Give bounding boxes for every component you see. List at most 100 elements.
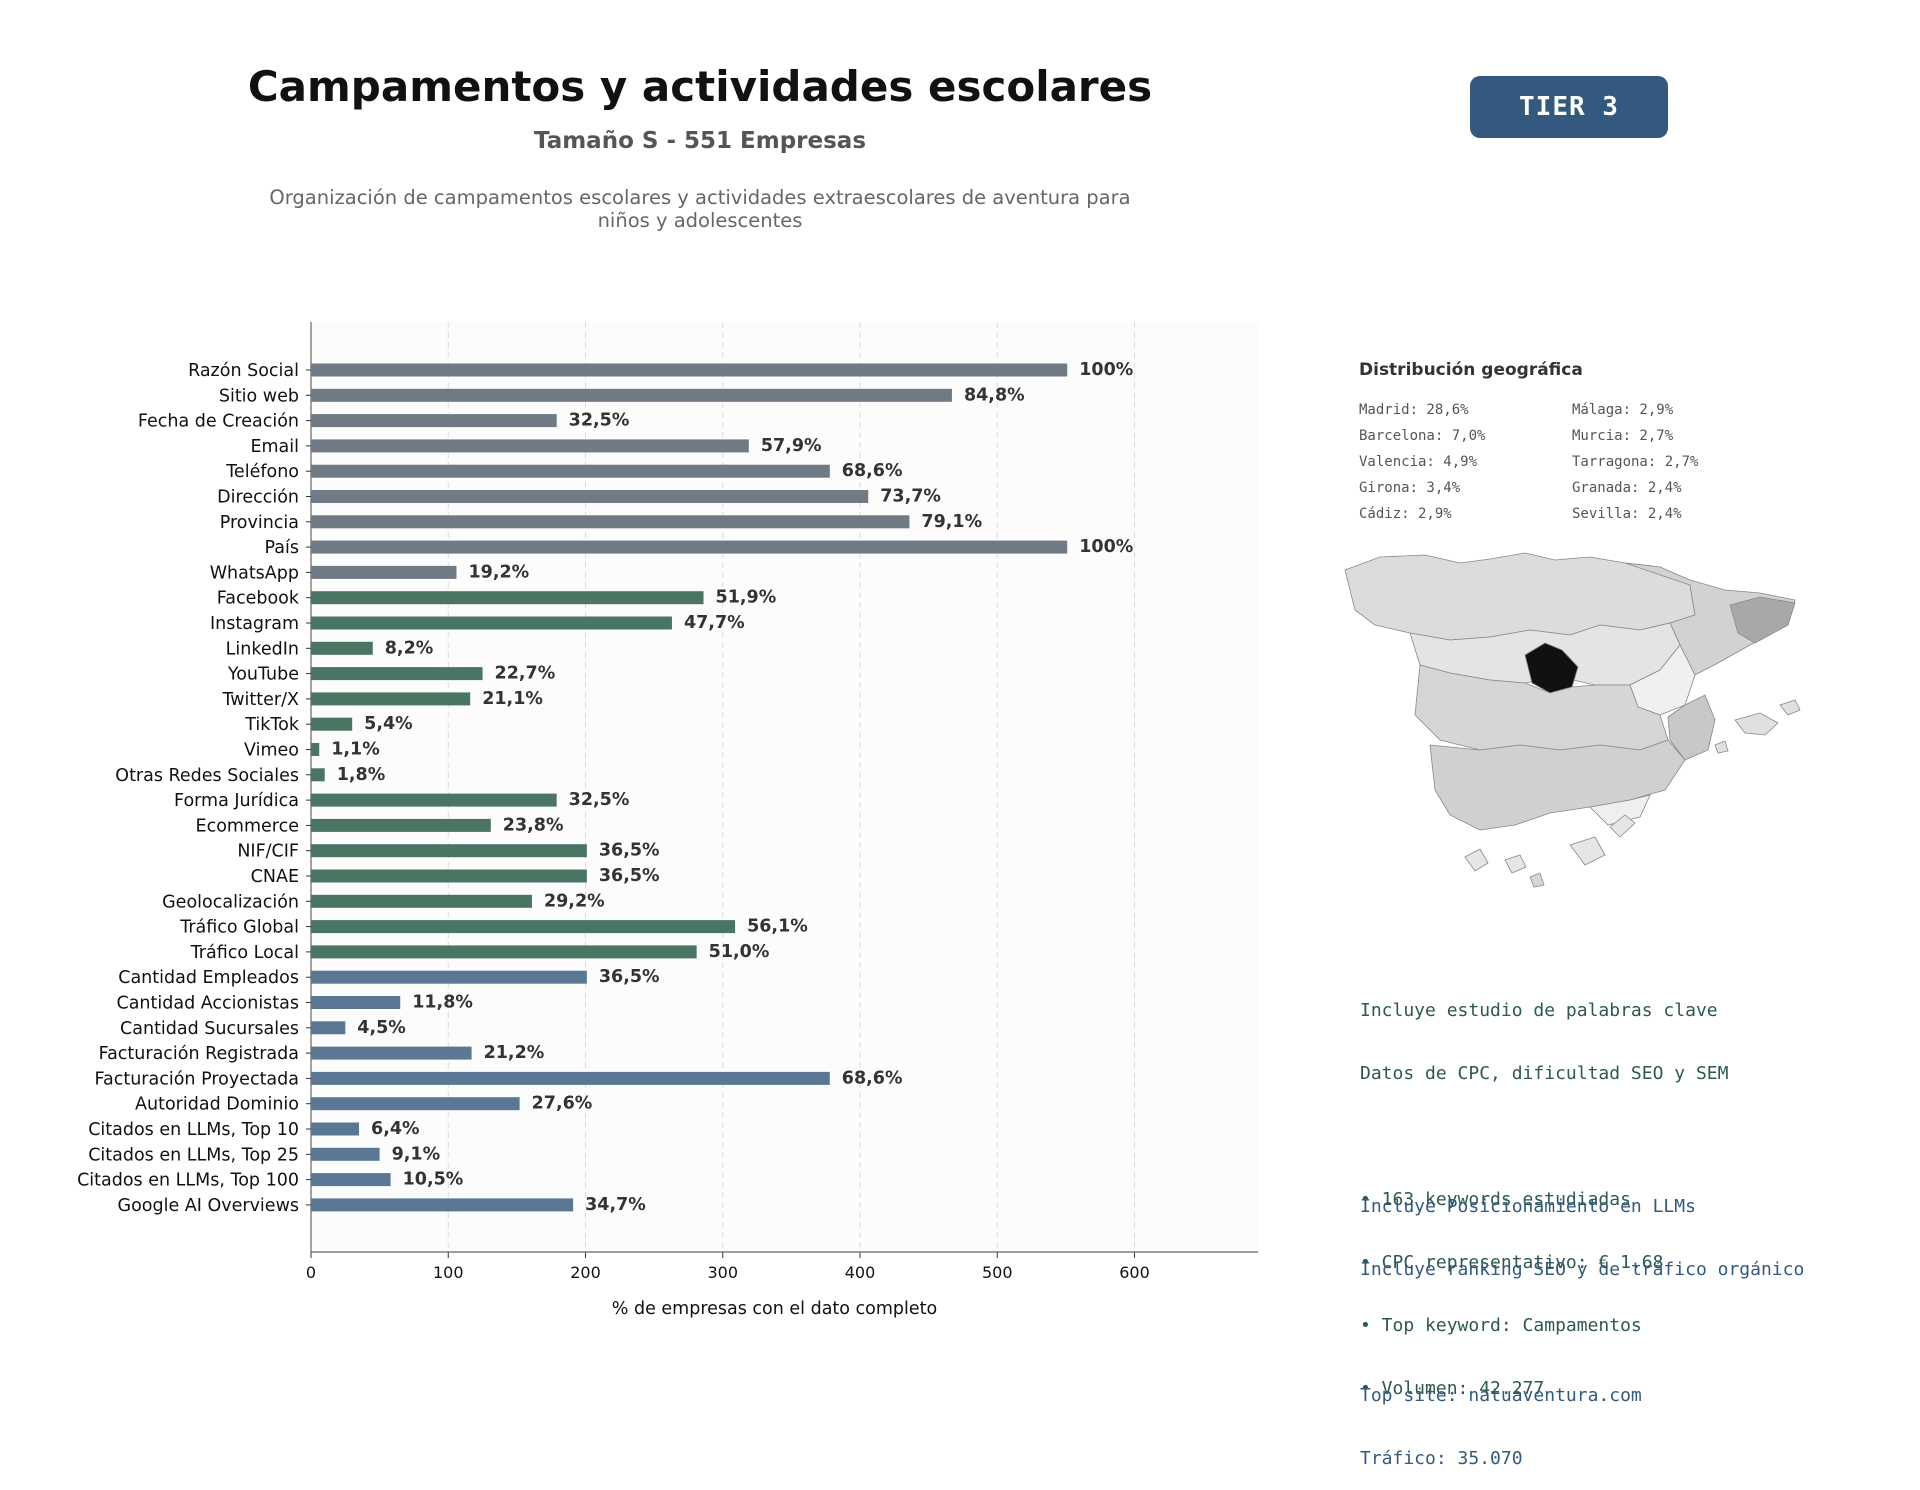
geo-item: Madrid: 28,6%: [1359, 402, 1469, 418]
data-label: 22,7%: [495, 664, 556, 684]
page-title: Campamentos y actividades escolares: [247, 62, 1153, 111]
llm-line: Incluye ranking SEO y de tráfico orgánic…: [1360, 1259, 1805, 1280]
bar: [311, 743, 320, 756]
data-label: 32,5%: [569, 790, 630, 810]
y-tick-label: Email: [250, 437, 299, 457]
seo-line: [1360, 1126, 1728, 1147]
data-label: 4,5%: [357, 1018, 406, 1038]
y-tick-label: YouTube: [227, 665, 299, 685]
data-label: 1,8%: [337, 765, 386, 785]
geo-item: Cádiz: 2,9%: [1359, 506, 1452, 522]
data-label: 10,5%: [403, 1170, 464, 1190]
data-label: 56,1%: [747, 917, 808, 937]
map-region-valencia: [1667, 694, 1716, 761]
y-tick-label: Twitter/X: [221, 690, 299, 710]
y-tick-label: Ecommerce: [196, 816, 299, 836]
spain-map: [1344, 552, 1801, 888]
y-tick-label: Facturación Registrada: [99, 1044, 299, 1064]
map-region-granada: [1589, 794, 1651, 826]
bar: [311, 692, 471, 706]
seo-info-block: Incluye estudio de palabras clave Datos …: [1360, 958, 1728, 1420]
x-tick-label: 100: [433, 1263, 464, 1282]
geo-item: Tarragona: 2,7%: [1572, 454, 1699, 470]
bar: [311, 818, 491, 832]
bar: [311, 844, 587, 858]
geo-item: Murcia: 2,7%: [1572, 428, 1674, 444]
y-tick-label: Fecha de Creación: [138, 412, 299, 432]
map-island-canary-4: [1569, 836, 1606, 866]
x-tick-label: 200: [570, 1263, 601, 1282]
bar: [311, 641, 373, 655]
map-region-northeast: [1624, 562, 1796, 676]
data-label: 34,7%: [585, 1195, 646, 1215]
geo-item: Málaga: 2,9%: [1572, 402, 1674, 418]
seo-line: • 163 keywords estudiadas: [1360, 1189, 1631, 1210]
y-tick-label: Teléfono: [225, 462, 299, 482]
y-tick-label: Geolocalización: [162, 892, 299, 912]
llm-line: Incluye Posicionamiento en LLMs: [1360, 1196, 1696, 1217]
bar: [311, 970, 587, 984]
data-label: 23,8%: [503, 815, 564, 835]
x-tick-label: 500: [982, 1263, 1013, 1282]
page-subtitle: Tamaño S - 551 Empresas: [533, 128, 867, 154]
data-label: 32,5%: [569, 411, 630, 431]
y-tick-label: Dirección: [217, 488, 299, 508]
map-region-madrid: [1524, 642, 1579, 694]
y-tick-label: Cantidad Sucursales: [120, 1019, 299, 1039]
bar: [311, 540, 1068, 554]
bar: [311, 1198, 574, 1212]
y-tick-label: Vimeo: [244, 741, 299, 761]
data-label: 36,5%: [599, 866, 660, 886]
data-label: 21,2%: [484, 1043, 545, 1063]
y-tick-label: CNAE: [251, 867, 299, 887]
y-tick-label: Cantidad Accionistas: [116, 994, 299, 1014]
x-tick-label: 400: [845, 1263, 876, 1282]
seo-line: • Volumen: 42.277: [1360, 1378, 1545, 1399]
data-label: 47,7%: [684, 613, 745, 633]
bar: [311, 793, 557, 807]
seo-line: Incluye estudio de palabras clave: [1360, 1000, 1718, 1021]
bar: [311, 1046, 472, 1060]
y-tick-label: Cantidad Empleados: [118, 968, 299, 988]
y-tick-label: Razón Social: [188, 361, 299, 381]
data-label: 6,4%: [371, 1119, 420, 1139]
map-island-canary-5: [1609, 814, 1636, 838]
geo-distribution-title: Distribución geográfica: [1359, 360, 1583, 380]
bar: [311, 667, 483, 681]
map-island-canary-2: [1504, 854, 1527, 874]
llm-line: Top site: natuaventura.com: [1360, 1385, 1642, 1406]
y-tick-label: Instagram: [210, 614, 299, 634]
data-label: 29,2%: [544, 891, 605, 911]
y-tick-label: Provincia: [220, 513, 299, 533]
bar: [311, 490, 869, 503]
y-tick-label: Google AI Overviews: [118, 1196, 299, 1216]
bar: [311, 717, 353, 731]
map-island-balearic-2: [1779, 699, 1801, 716]
bar: [311, 388, 952, 402]
geo-item: Barcelona: 7,0%: [1359, 428, 1486, 444]
llm-info-block: Incluye Posicionamiento en LLMs Incluye …: [1360, 1154, 1804, 1490]
map-island-canary-3: [1529, 872, 1545, 888]
y-tick-label: NIF/CIF: [237, 842, 299, 862]
bar: [311, 894, 532, 908]
geo-item: Girona: 3,4%: [1359, 480, 1461, 496]
y-tick-label: WhatsApp: [210, 563, 299, 583]
data-label: 1,1%: [331, 740, 380, 760]
y-tick-label: Facebook: [217, 589, 300, 609]
bar-chart: 0 100 200 300 400 500 600 Razón Social 100% Sitio…: [77, 322, 1258, 1319]
y-tick-label: TikTok: [244, 715, 300, 735]
data-label: 51,0%: [709, 942, 770, 962]
data-label: 73,7%: [880, 487, 941, 507]
tier-badge: TIER 3: [1470, 76, 1668, 138]
y-tick-label: Tráfico Global: [179, 918, 299, 938]
x-tick-label: 600: [1119, 1263, 1150, 1282]
data-label: 84,8%: [964, 385, 1025, 405]
map-region-catalonia-east: [1729, 596, 1796, 644]
bar: [311, 996, 401, 1009]
bar: [311, 945, 697, 959]
bar: [311, 1122, 360, 1136]
data-label: 57,9%: [761, 436, 822, 456]
bar: [311, 464, 830, 478]
seo-line: Datos de CPC, dificultad SEO y SEM: [1360, 1063, 1729, 1084]
x-tick-label: 300: [707, 1263, 738, 1282]
